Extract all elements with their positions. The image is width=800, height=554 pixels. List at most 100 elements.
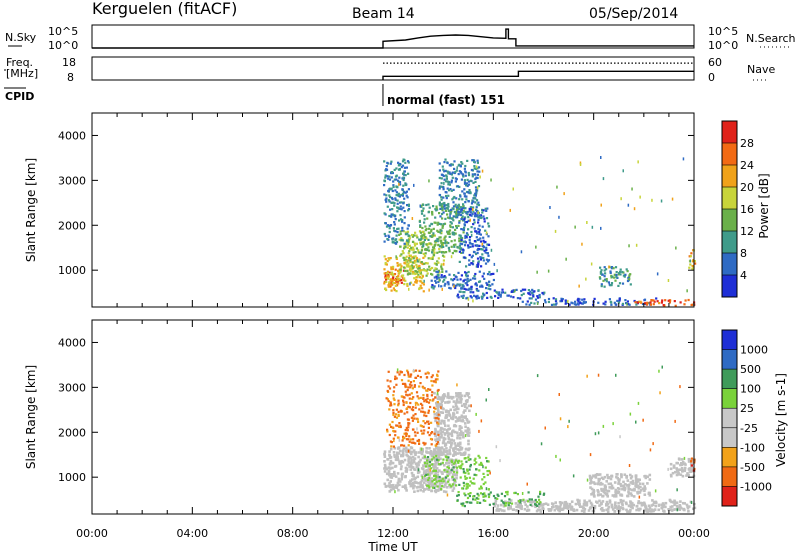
power-cell: [487, 259, 491, 262]
velocity-cell: [486, 460, 489, 463]
velocity-cell: [436, 401, 439, 404]
ground-scatter-cell: [412, 486, 415, 490]
power-cell: [544, 301, 547, 304]
ground-scatter-cell: [436, 406, 440, 410]
velocity-cell: [473, 482, 476, 485]
ground-scatter-cell: [450, 438, 453, 442]
power-cell: [422, 203, 425, 206]
ground-scatter-cell: [416, 489, 420, 493]
ground-scatter-cell: [576, 498, 579, 502]
velocity-cell: [534, 498, 537, 502]
velocity-cell: [392, 409, 395, 412]
ground-scatter-cell: [611, 494, 615, 497]
x-tick-label: 12:00: [377, 527, 409, 540]
ground-scatter-cell: [603, 489, 606, 492]
power-cell: [444, 276, 447, 279]
ground-scatter-cell: [570, 500, 574, 503]
velocity-cell: [388, 387, 392, 390]
power-cell: [450, 222, 453, 225]
ground-scatter-cell: [466, 426, 470, 430]
velocity-cell: [398, 425, 401, 428]
power-cell: [604, 278, 607, 281]
ground-scatter-cell: [661, 504, 664, 508]
velocity-cell: [445, 459, 448, 462]
velocity-cell: [690, 501, 693, 504]
velocity-cell: [429, 405, 432, 409]
power-cell: [477, 221, 480, 224]
ground-scatter-cell: [446, 410, 449, 413]
velocity-cell: [411, 428, 415, 431]
power-cell: [472, 206, 475, 209]
ground-scatter-cell: [589, 481, 593, 484]
ground-scatter-cell: [468, 396, 471, 399]
velocity-cell: [403, 412, 406, 415]
velocity-cell: [396, 371, 399, 374]
power-cell: [459, 195, 462, 198]
power-cell: [433, 244, 436, 247]
velocity-cell: [496, 497, 499, 500]
power-cell: [411, 268, 414, 271]
velocity-cell: [455, 466, 459, 469]
power-cell: [449, 214, 451, 218]
power-cell: [584, 301, 587, 304]
power-cell: [622, 169, 624, 173]
power-cell: [477, 218, 480, 221]
power-cell: [460, 238, 463, 242]
power-cell: [621, 282, 625, 285]
ground-scatter-cell: [652, 500, 656, 504]
ground-scatter-cell: [411, 483, 415, 486]
power-cell: [465, 273, 468, 276]
velocity-cell: [405, 401, 408, 404]
power-cell: [470, 256, 473, 259]
power-cell: [390, 160, 393, 163]
velocity-cell: [483, 476, 486, 479]
ground-scatter-cell: [388, 473, 391, 477]
ground-scatter-cell: [552, 505, 555, 509]
power-cell: [431, 266, 434, 270]
power-cell: [407, 204, 410, 207]
power-cell: [438, 250, 441, 253]
power-cell: [449, 287, 452, 290]
ground-scatter-cell: [673, 499, 676, 503]
ground-scatter-cell: [459, 395, 463, 399]
power-cell: [387, 257, 390, 260]
velocity-cell: [506, 490, 509, 493]
power-cell: [454, 286, 457, 290]
ground-scatter-cell: [458, 441, 462, 445]
ground-scatter-cell: [389, 447, 393, 451]
power-cell: [423, 221, 426, 224]
ground-scatter-cell: [457, 394, 460, 397]
velocity-cell: [397, 410, 400, 413]
power-cell: [668, 299, 671, 302]
power-cell: [554, 229, 557, 233]
ground-scatter-cell: [644, 476, 648, 480]
velocity-cell: [476, 492, 479, 495]
freq-label-line2: [MHz]: [6, 67, 38, 80]
ground-scatter-cell: [388, 490, 392, 493]
power-cell: [481, 242, 483, 246]
power-cell: [383, 179, 386, 182]
velocity-cell: [489, 491, 492, 494]
power-cell: [402, 158, 405, 161]
power-cell: [536, 302, 539, 305]
velocity-cell: [484, 499, 487, 502]
power-cell: [404, 257, 407, 260]
power-cell: [473, 227, 476, 230]
ground-scatter-cell: [449, 446, 452, 449]
power-cell: [401, 226, 404, 229]
ground-scatter-cell: [578, 499, 581, 502]
power-cell: [537, 296, 540, 299]
ground-scatter-cell: [419, 483, 422, 487]
power-cell: [403, 197, 406, 200]
velocity-cell: [388, 423, 391, 426]
ground-scatter-cell: [422, 467, 425, 471]
power-cell: [416, 259, 419, 263]
power-cell: [472, 181, 475, 184]
power-cell: [424, 225, 427, 228]
ground-scatter-cell: [597, 490, 600, 494]
ground-scatter-cell: [673, 508, 677, 511]
velocity-cell: [402, 399, 405, 402]
velocity-cell: [407, 449, 410, 453]
power-cell: [421, 226, 424, 230]
